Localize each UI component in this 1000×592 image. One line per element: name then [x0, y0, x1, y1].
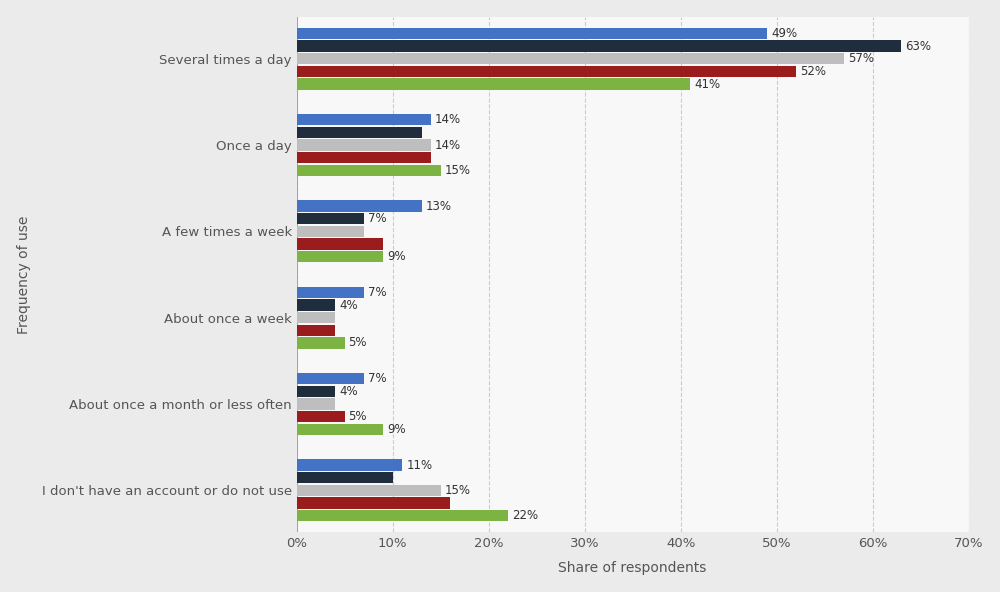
Bar [297, 324, 335, 336]
Text: 9%: 9% [387, 250, 406, 263]
Bar [297, 114, 431, 126]
Text: 4%: 4% [339, 298, 358, 311]
Text: 9%: 9% [387, 423, 406, 436]
Y-axis label: Frequency of use: Frequency of use [17, 215, 31, 334]
Text: 15%: 15% [445, 164, 471, 177]
Bar [297, 139, 431, 151]
Bar [297, 398, 335, 410]
Text: 7%: 7% [368, 372, 386, 385]
Text: 5%: 5% [349, 336, 367, 349]
Bar [297, 312, 335, 323]
Bar [297, 66, 796, 77]
Text: 11%: 11% [406, 459, 432, 471]
Text: 15%: 15% [445, 484, 471, 497]
Text: 13%: 13% [425, 200, 451, 213]
Text: 4%: 4% [339, 385, 358, 398]
Bar [297, 40, 901, 52]
Bar [297, 497, 450, 509]
Bar [297, 459, 402, 471]
Text: 7%: 7% [368, 213, 386, 225]
Text: 49%: 49% [771, 27, 797, 40]
Text: 14%: 14% [435, 139, 461, 152]
Bar [297, 127, 422, 138]
Bar [297, 53, 844, 65]
Text: 14%: 14% [435, 113, 461, 126]
Bar [297, 226, 364, 237]
Bar [297, 213, 364, 224]
Text: 52%: 52% [800, 65, 826, 78]
Bar [297, 472, 393, 483]
Bar [297, 165, 441, 176]
Bar [297, 152, 431, 163]
Bar [297, 385, 335, 397]
Bar [297, 28, 767, 39]
Bar [297, 510, 508, 521]
Bar [297, 78, 690, 90]
Bar [297, 411, 345, 422]
Bar [297, 373, 364, 384]
Bar [297, 287, 364, 298]
Bar [297, 485, 441, 496]
Bar [297, 251, 383, 262]
X-axis label: Share of respondents: Share of respondents [558, 561, 707, 575]
Text: 22%: 22% [512, 509, 538, 522]
Bar [297, 201, 422, 212]
Bar [297, 337, 345, 349]
Text: 63%: 63% [905, 40, 931, 53]
Text: 57%: 57% [848, 52, 874, 65]
Text: 7%: 7% [368, 286, 386, 299]
Bar [297, 300, 335, 311]
Text: 5%: 5% [349, 410, 367, 423]
Bar [297, 423, 383, 435]
Bar [297, 239, 383, 250]
Text: 41%: 41% [694, 78, 720, 91]
